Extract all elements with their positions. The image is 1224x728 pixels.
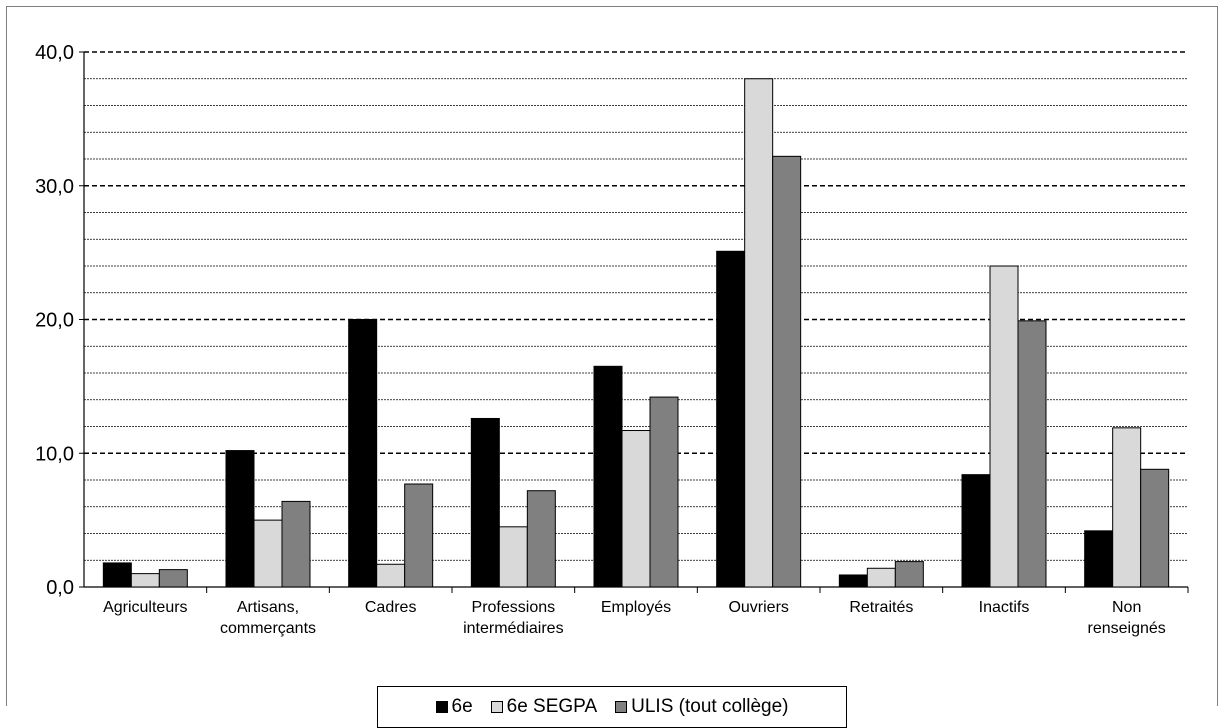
bar-6e-segpa (621, 430, 651, 588)
bar-6e-segpa (376, 563, 406, 588)
legend-item-6e: 6e (435, 696, 473, 718)
bar-6e (348, 319, 378, 588)
x-tick-label: intermédiaires (463, 620, 563, 637)
x-tick-label: Employés (601, 599, 671, 616)
bar-ulis (1140, 468, 1170, 588)
bar-ulis (894, 561, 924, 588)
bar-6e-segpa (130, 573, 160, 588)
bar-6e-segpa (744, 78, 774, 588)
legend-swatch-ulis (615, 701, 628, 713)
bar-ulis (649, 396, 679, 588)
x-tick-label: commerçants (220, 620, 316, 637)
bar-6e (716, 250, 746, 588)
bar-ulis (1017, 320, 1047, 588)
bar-6e (102, 562, 132, 588)
legend-item-6e-segpa: 6e SEGPA (490, 696, 598, 718)
bar-ulis (404, 483, 434, 588)
x-tick-label: Inactifs (979, 599, 1030, 616)
bar-6e (1084, 530, 1114, 588)
bar-ulis (772, 155, 802, 588)
legend-item-ulis: ULIS (tout collège) (615, 696, 788, 718)
x-tick-label: renseignés (1088, 620, 1166, 637)
bar-6e-segpa (866, 567, 896, 588)
y-tick-label: 10,0 (35, 443, 74, 465)
x-tick-label: Professions (472, 599, 556, 616)
x-tick-label: Retraités (849, 599, 913, 616)
x-tick-label: Non (1112, 599, 1141, 616)
bar-6e-segpa (253, 519, 283, 588)
x-tick-label: Artisans, (237, 599, 299, 616)
bar-ulis (158, 569, 188, 588)
legend-swatch-6e-segpa (490, 701, 503, 713)
bar-6e (470, 417, 500, 588)
bar-6e (593, 365, 623, 588)
bar-6e-segpa (1112, 427, 1142, 588)
legend-label-6e: 6e (451, 696, 473, 717)
x-tick-label: Agriculteurs (103, 599, 187, 616)
y-tick-label: 20,0 (35, 310, 74, 332)
legend-label-ulis: ULIS (tout collège) (631, 696, 789, 717)
bar-6e-segpa (498, 526, 528, 588)
legend-swatch-6e (435, 701, 448, 713)
bar-6e-segpa (989, 265, 1019, 588)
y-tick-label: 0,0 (46, 577, 74, 599)
y-tick-label: 40,0 (35, 42, 74, 64)
bar-ulis (526, 490, 556, 588)
x-tick-label: Cadres (365, 599, 417, 616)
legend-label-6e-segpa: 6e SEGPA (506, 696, 598, 717)
bar-chart: 0,0 10,0 20,0 30,0 40,0 Agriculteurs Artisans,… (35, 42, 1189, 637)
chart-frame (6, 6, 1218, 706)
bar-6e (225, 450, 255, 588)
x-tick-label: Ouvriers (728, 599, 788, 616)
bar-ulis (281, 500, 311, 588)
y-tick-label: 30,0 (35, 176, 74, 198)
legend: 6e 6e SEGPA ULIS (tout collège) (377, 686, 847, 728)
bar-6e (838, 574, 868, 588)
bar-6e (961, 474, 991, 588)
